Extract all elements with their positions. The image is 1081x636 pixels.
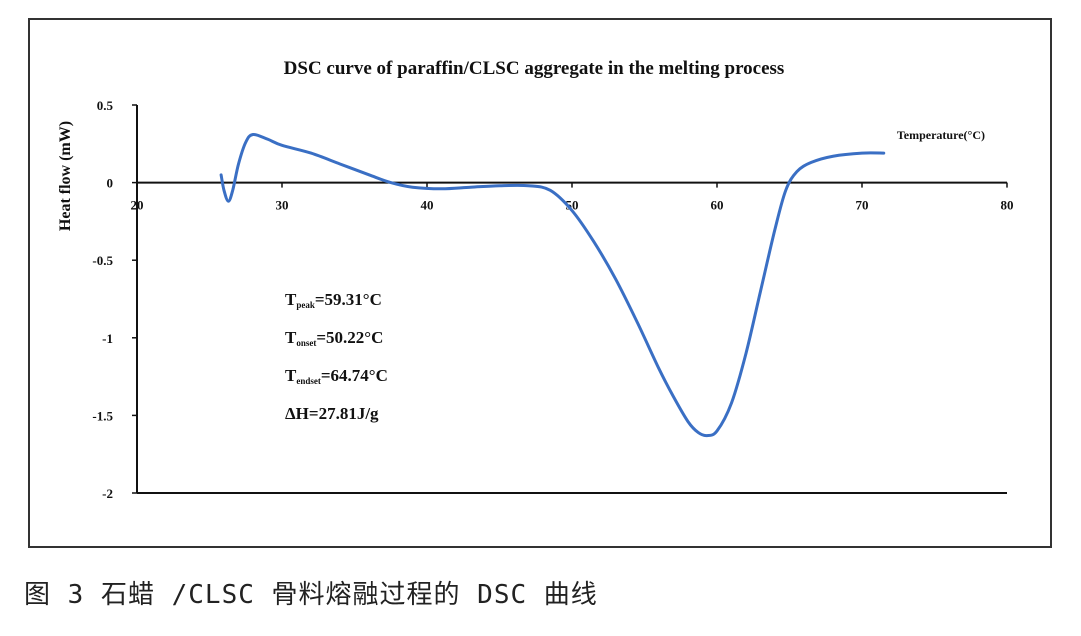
- x-tick-label: 30: [276, 198, 289, 213]
- y-tick-label: -1.5: [92, 408, 113, 423]
- y-tick-label: -1: [102, 331, 113, 346]
- chart-frame: [28, 18, 1052, 548]
- x-axis-label: Temperature(°C): [897, 128, 985, 142]
- y-tick-label: 0.5: [97, 98, 114, 113]
- annotation-text: Tendset=64.74°C: [285, 366, 388, 386]
- x-tick-label: 20: [131, 198, 144, 213]
- y-tick-label: 0: [107, 176, 114, 191]
- y-tick-label: -2: [102, 486, 113, 501]
- x-tick-label: 60: [711, 198, 724, 213]
- dsc-chart: DSC curve of paraffin/CLSC aggregate in …: [57, 58, 1014, 501]
- y-tick-label: -0.5: [92, 253, 113, 268]
- annotation-text: Tpeak=59.31°C: [285, 290, 382, 310]
- x-tick-label: 40: [421, 198, 434, 213]
- x-tick-label: 80: [1001, 198, 1014, 213]
- series-line: [219, 132, 886, 438]
- annotation-text: Tonset=50.22°C: [285, 328, 383, 348]
- y-axis-label: Heat flow (mW): [57, 121, 74, 231]
- figure-caption: 图 3 石蜡 /CLSC 骨料熔融过程的 DSC 曲线: [24, 580, 598, 610]
- chart-title: DSC curve of paraffin/CLSC aggregate in …: [284, 58, 785, 79]
- x-tick-label: 70: [856, 198, 869, 213]
- annotation-text: ΔH=27.81J/g: [285, 404, 379, 423]
